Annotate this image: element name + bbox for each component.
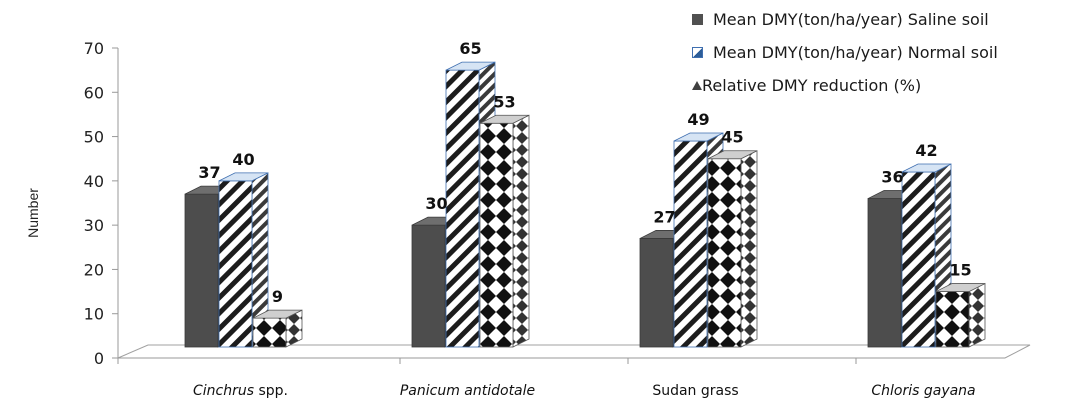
bar-front-face	[639, 238, 674, 348]
y-tick-label: 50	[84, 128, 104, 147]
y-tick-label: 60	[84, 83, 104, 102]
bar-relative-reduction-3	[935, 282, 986, 348]
legend-label-normal-soil: Mean DMY(ton/ha/year) Normal soil	[713, 42, 998, 62]
y-tick-label: 0	[94, 349, 104, 368]
data-label-relative-reduction: 45	[721, 128, 743, 147]
bar-front-face	[445, 69, 480, 348]
bar-top-face	[252, 309, 303, 319]
bar-front-face	[707, 158, 742, 348]
data-label-relative-reduction: 53	[493, 92, 515, 111]
data-label-relative-reduction: 15	[949, 261, 971, 280]
bar-side-face	[512, 114, 530, 348]
y-axis-label: Number	[25, 188, 41, 238]
x-category-label: Chloris gayana	[871, 383, 975, 399]
bar-front-face	[901, 171, 936, 348]
bar-top-face	[935, 283, 986, 292]
y-tick-label: 10	[84, 305, 104, 324]
bar-front-face	[479, 122, 514, 348]
data-label-saline-soil: 27	[653, 207, 675, 226]
legend-item-relative-reduction: Relative DMY reduction (%)	[692, 72, 1062, 98]
bar-top-face	[673, 132, 724, 142]
data-label-saline-soil: 30	[425, 194, 447, 213]
data-label-saline-soil: 36	[881, 168, 903, 187]
data-label-normal-soil: 42	[915, 141, 937, 160]
data-label-saline-soil: 37	[198, 163, 220, 182]
data-label-normal-soil: 65	[459, 39, 481, 58]
legend-swatch-relative-reduction	[692, 80, 702, 90]
legend-swatch-saline-soil	[692, 13, 703, 25]
bar-side-face	[968, 282, 986, 348]
bar-front-face	[867, 198, 902, 348]
data-label-normal-soil: 49	[687, 110, 709, 129]
bar-front-face	[184, 193, 219, 348]
y-tick-label: 40	[84, 172, 104, 191]
x-category-label: Panicum antidotale	[400, 383, 535, 399]
bar-front-face	[218, 180, 253, 348]
legend: Mean DMY(ton/ha/year) Saline soil Mean D…	[692, 6, 1062, 105]
y-tick-label: 20	[84, 260, 104, 279]
bar-normal-soil-0	[218, 172, 269, 348]
legend-label-relative-reduction: Relative DMY reduction (%)	[702, 75, 922, 95]
bar-top-face	[218, 172, 269, 182]
bar-front-face	[411, 224, 446, 348]
bar-top-face	[707, 150, 758, 160]
bar-relative-reduction-2	[707, 150, 758, 348]
y-tick-label: 70	[84, 39, 104, 58]
legend-item-normal-soil: Mean DMY(ton/ha/year) Normal soil	[692, 39, 1062, 65]
bar-top-face	[445, 61, 496, 71]
bar-front-face	[673, 140, 708, 348]
legend-swatch-normal-soil	[692, 46, 703, 58]
data-label-normal-soil: 40	[232, 150, 254, 169]
y-tick-label: 30	[84, 216, 104, 235]
bar-top-face	[901, 163, 952, 173]
bar-front-face	[935, 291, 970, 348]
bar-side-face	[740, 150, 758, 348]
bar-relative-reduction-0	[252, 309, 303, 348]
x-category-label: Cinchrus spp.	[193, 383, 288, 399]
bar-front-face	[252, 317, 287, 348]
data-label-relative-reduction: 9	[272, 287, 283, 306]
bar-top-face	[479, 114, 530, 124]
legend-item-saline-soil: Mean DMY(ton/ha/year) Saline soil	[692, 6, 1062, 32]
bar-relative-reduction-1	[479, 114, 530, 348]
legend-label-saline-soil: Mean DMY(ton/ha/year) Saline soil	[713, 9, 989, 29]
x-category-label: Sudan grass	[652, 383, 738, 399]
